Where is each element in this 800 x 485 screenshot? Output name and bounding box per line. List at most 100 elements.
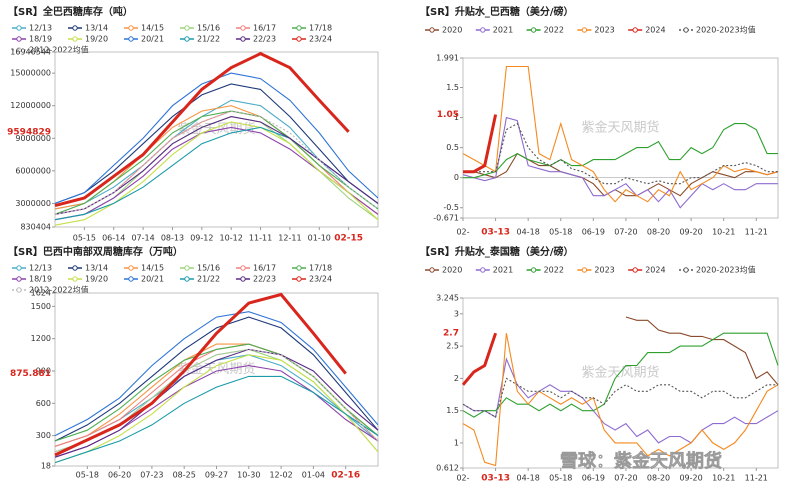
- series-line: [54, 51, 350, 208]
- legend-marker: [480, 27, 486, 33]
- legend-label: 14/15: [141, 24, 164, 33]
- legend-marker: [184, 36, 190, 42]
- legend-marker: [128, 25, 134, 31]
- series-line: [462, 332, 779, 418]
- x-tick-label: 02-: [456, 228, 469, 237]
- y-tick-label: 1.991: [436, 54, 459, 63]
- legend-label: 2022: [544, 26, 564, 35]
- legend-label: 16/17: [253, 24, 276, 33]
- legend-marker: [72, 25, 78, 31]
- x-tick-label: 12-02: [269, 471, 292, 480]
- series-line: [54, 316, 379, 442]
- legend-label: 14/15: [141, 264, 164, 273]
- legend-label: 13/14: [85, 24, 108, 33]
- y-tick-label: 1.5: [446, 406, 459, 415]
- legend-label: 2020: [442, 266, 462, 275]
- series-line: [54, 121, 379, 226]
- legend-marker: [184, 25, 190, 31]
- x-tick-label: 10-21: [712, 474, 735, 483]
- legend-marker: [16, 276, 22, 282]
- series-line: [54, 311, 379, 437]
- legend-label: 2020: [442, 26, 462, 35]
- x-tick-label: 11-11: [249, 234, 272, 243]
- x-tick-label: 08-20: [647, 474, 670, 483]
- legend-marker: [530, 267, 537, 273]
- legend-label: 22/23: [253, 275, 276, 284]
- plot-frame: [54, 51, 379, 228]
- legend-label: 2023: [594, 26, 614, 35]
- y-tick-label: 0.5: [446, 143, 459, 152]
- y-tick-label: 830404: [20, 223, 51, 232]
- y-tick-label: 16946544: [10, 48, 51, 57]
- legend-label: 2024: [645, 266, 665, 275]
- y-tick-label: 2: [454, 374, 459, 383]
- series-line: [463, 114, 498, 174]
- legend-marker: [429, 267, 435, 273]
- series-line: [463, 152, 779, 197]
- legend-marker: [581, 27, 588, 33]
- x-tick-label: 05-18: [549, 474, 572, 483]
- plot-frame: [54, 292, 379, 467]
- legend-marker: [16, 36, 22, 42]
- y-tick-label: 12000000: [10, 101, 51, 110]
- legend-marker: [16, 25, 22, 31]
- y-tick-label: 0: [454, 173, 459, 182]
- legend-marker: [683, 267, 689, 273]
- legend-label: 23/24: [309, 275, 332, 284]
- legend-marker: [128, 36, 134, 42]
- series-line: [54, 292, 347, 457]
- x-tick-label: 11-21: [745, 474, 768, 483]
- x-tick-label: 07-14: [131, 234, 154, 243]
- legend-marker: [296, 36, 302, 42]
- x-tick-label: 08-20: [647, 228, 670, 237]
- x-tick-label: 10-21: [712, 228, 735, 237]
- legend-label: 21/22: [197, 35, 220, 44]
- legend-label: 12/13: [29, 264, 52, 273]
- series-line: [54, 348, 379, 458]
- highlight-value: 875.881: [10, 369, 51, 379]
- y-tick-label: 15000000: [10, 69, 51, 78]
- x-tick-label: 05-18: [549, 228, 572, 237]
- legend-label: 19/20: [85, 275, 108, 284]
- legend-marker: [128, 276, 134, 282]
- x-tick-label: 09-20: [679, 474, 702, 483]
- x-tick-label: 01-10: [308, 234, 331, 243]
- legend-marker: [296, 265, 302, 271]
- legend-marker: [128, 265, 134, 271]
- y-tick-label: -0.5: [443, 203, 459, 212]
- x-tick-label: 11-21: [745, 228, 768, 237]
- y-tick-label: 600: [36, 399, 51, 408]
- chart-title: 【SR】巴西中南部双周糖库存（万吨）: [8, 245, 183, 258]
- y-tick-label: 1624: [31, 289, 51, 298]
- x-tick-label: 07-20: [614, 474, 637, 483]
- series-line: [625, 316, 779, 386]
- legend-marker: [632, 267, 638, 273]
- chart-title: 【SR】升贴水_泰国糖（美分/磅）: [420, 245, 574, 258]
- footer-watermark: 雪球：紫金天风期货: [560, 450, 722, 472]
- x-tick-label: 07-20: [614, 228, 637, 237]
- legend-label: 23/24: [309, 35, 332, 44]
- legend-label: 2020-2023均值: [696, 265, 756, 275]
- x-tick-label: 02-: [456, 474, 469, 483]
- y-tick-label: 6000000: [15, 166, 51, 175]
- y-tick-label: 2.5: [446, 342, 459, 351]
- legend-label: 18/19: [29, 35, 52, 44]
- y-tick-label: 3.245: [436, 294, 459, 303]
- y-tick-label: 900: [36, 366, 51, 375]
- x-tick-label: 03-13: [481, 228, 510, 238]
- legend-label: 16/17: [253, 264, 276, 273]
- legend-marker: [240, 276, 246, 282]
- legend-marker: [240, 25, 246, 31]
- x-tick-label: 06-19: [582, 228, 605, 237]
- legend-label: 13/14: [85, 264, 108, 273]
- legend-marker: [429, 27, 435, 33]
- y-tick-label: -0.671: [433, 214, 459, 223]
- x-tick-label: 07-23: [140, 471, 163, 480]
- series-line: [54, 375, 379, 464]
- legend-label: 17/18: [309, 24, 332, 33]
- y-tick-label: 1: [454, 113, 459, 122]
- legend-label: 18/19: [29, 275, 52, 284]
- legend-label: 22/23: [253, 35, 276, 44]
- legend-marker: [296, 25, 302, 31]
